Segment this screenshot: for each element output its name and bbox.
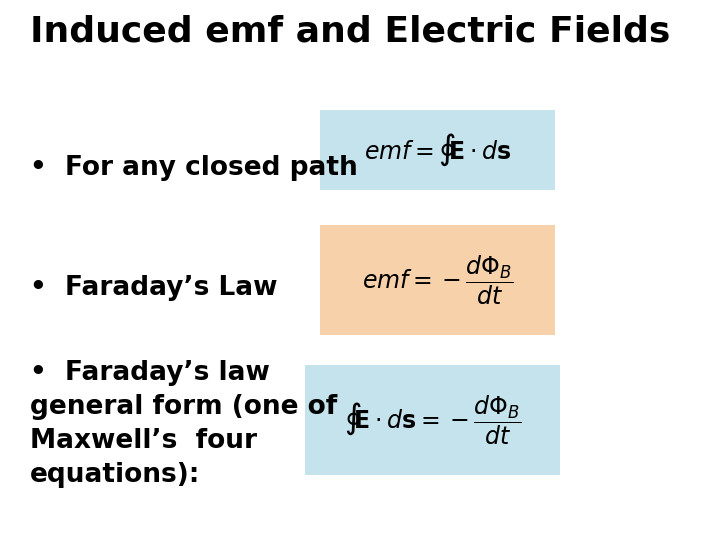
Bar bbox=[320, 225, 555, 335]
Text: $\oint \!\! \mathbf{E} \cdot d\mathbf{s} = -\dfrac{d\Phi_B}{dt}$: $\oint \!\! \mathbf{E} \cdot d\mathbf{s}… bbox=[343, 393, 521, 447]
Bar bbox=[320, 110, 555, 190]
Text: •  Faraday’s Law: • Faraday’s Law bbox=[30, 275, 277, 301]
Bar bbox=[305, 365, 560, 475]
Text: $emf = \oint \!\! \mathbf{E} \cdot d\mathbf{s}$: $emf = \oint \!\! \mathbf{E} \cdot d\mat… bbox=[364, 132, 511, 168]
Text: •  Faraday’s law
general form (one of
Maxwell’s  four
equations):: • Faraday’s law general form (one of Max… bbox=[30, 360, 337, 488]
Text: •  For any closed path: • For any closed path bbox=[30, 155, 358, 181]
Text: Induced emf and Electric Fields: Induced emf and Electric Fields bbox=[30, 15, 670, 49]
Text: $emf = -\dfrac{d\Phi_B}{dt}$: $emf = -\dfrac{d\Phi_B}{dt}$ bbox=[361, 253, 513, 307]
